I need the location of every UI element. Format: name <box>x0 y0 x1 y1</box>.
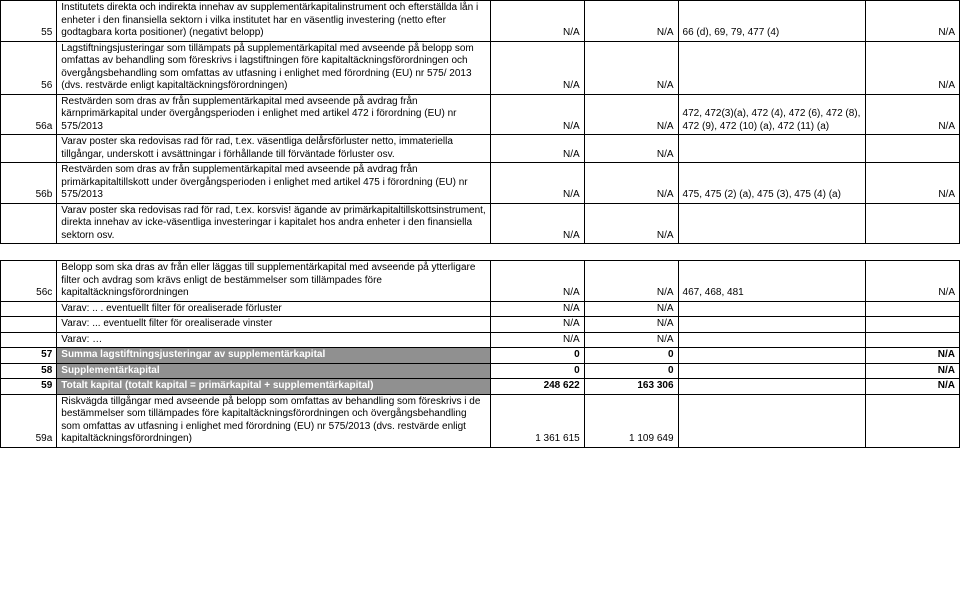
cell-c6 <box>866 203 960 244</box>
cell-c4: N/A <box>584 94 678 135</box>
cell-c5 <box>678 301 866 317</box>
cell-desc: Varav poster ska redovisas rad för rad, … <box>57 135 491 163</box>
cell-c5: 475, 475 (2) (a), 475 (3), 475 (4) (a) <box>678 163 866 204</box>
cell-c4: N/A <box>584 203 678 244</box>
cell-c3: N/A <box>490 135 584 163</box>
table-row: 56bRestvärden som dras av från supplemen… <box>1 163 960 204</box>
cell-desc: Institutets direkta och indirekta inneha… <box>57 1 491 42</box>
cell-id: 59a <box>1 394 57 447</box>
cell-c3: 0 <box>490 348 584 364</box>
table-row: 56cBelopp som ska dras av från eller läg… <box>1 261 960 302</box>
cell-c6 <box>866 394 960 447</box>
cell-desc: Varav: … <box>57 332 491 348</box>
cell-c5 <box>678 317 866 333</box>
cell-c6: N/A <box>866 379 960 395</box>
cell-desc: Riskvägda tillgångar med avseende på bel… <box>57 394 491 447</box>
cell-id <box>1 332 57 348</box>
cell-id <box>1 301 57 317</box>
cell-c5 <box>678 332 866 348</box>
table-row: 59Totalt kapital (totalt kapital = primä… <box>1 379 960 395</box>
cell-c4: N/A <box>584 1 678 42</box>
table-row: 56Lagstiftningsjusteringar som tillämpat… <box>1 41 960 94</box>
cell-id: 56b <box>1 163 57 204</box>
cell-c3: N/A <box>490 1 584 42</box>
cell-c6 <box>866 332 960 348</box>
cell-id <box>1 317 57 333</box>
cell-c4: 0 <box>584 363 678 379</box>
cell-id: 58 <box>1 363 57 379</box>
cell-c4: N/A <box>584 261 678 302</box>
cell-c5 <box>678 379 866 395</box>
cell-c5 <box>678 41 866 94</box>
cell-c4: 1 109 649 <box>584 394 678 447</box>
table-row: Varav: .. . eventuellt filter för oreali… <box>1 301 960 317</box>
cell-c5 <box>678 203 866 244</box>
cell-desc: Varav: .. . eventuellt filter för oreali… <box>57 301 491 317</box>
cell-c3: 248 622 <box>490 379 584 395</box>
table-row: 57Summa lagstiftningsjusteringar av supp… <box>1 348 960 364</box>
cell-c4: N/A <box>584 135 678 163</box>
cell-c6 <box>866 301 960 317</box>
cell-desc: Summa lagstiftningsjusteringar av supple… <box>57 348 491 364</box>
table-row: Varav poster ska redovisas rad för rad, … <box>1 135 960 163</box>
cell-c3: N/A <box>490 332 584 348</box>
cell-c3: 0 <box>490 363 584 379</box>
cell-c5 <box>678 135 866 163</box>
cell-c6: N/A <box>866 41 960 94</box>
cell-c3: N/A <box>490 301 584 317</box>
cell-id: 55 <box>1 1 57 42</box>
table-row: Varav: ... eventuellt filter för orealis… <box>1 317 960 333</box>
cell-c4: N/A <box>584 317 678 333</box>
cell-c6: N/A <box>866 363 960 379</box>
cell-c4: 163 306 <box>584 379 678 395</box>
cell-c5: 472, 472(3)(a), 472 (4), 472 (6), 472 (8… <box>678 94 866 135</box>
cell-desc: Totalt kapital (totalt kapital = primärk… <box>57 379 491 395</box>
cell-desc: Varav: ... eventuellt filter för orealis… <box>57 317 491 333</box>
cell-c3: N/A <box>490 203 584 244</box>
table-row: Varav poster ska redovisas rad för rad, … <box>1 203 960 244</box>
cell-c3: N/A <box>490 94 584 135</box>
cell-c6: N/A <box>866 348 960 364</box>
cell-c6 <box>866 135 960 163</box>
cell-c6: N/A <box>866 1 960 42</box>
cell-desc: Varav poster ska redovisas rad för rad, … <box>57 203 491 244</box>
cell-c5 <box>678 363 866 379</box>
cell-c5: 66 (d), 69, 79, 477 (4) <box>678 1 866 42</box>
cell-c3: 1 361 615 <box>490 394 584 447</box>
table-row: 55Institutets direkta och indirekta inne… <box>1 1 960 42</box>
cell-c6: N/A <box>866 163 960 204</box>
cell-id: 59 <box>1 379 57 395</box>
cell-c3: N/A <box>490 163 584 204</box>
cell-c5 <box>678 394 866 447</box>
cell-id: 56c <box>1 261 57 302</box>
cell-c4: N/A <box>584 332 678 348</box>
cell-c4: N/A <box>584 41 678 94</box>
table-row: 56aRestvärden som dras av från supplemen… <box>1 94 960 135</box>
cell-c4: N/A <box>584 301 678 317</box>
cell-c6 <box>866 317 960 333</box>
cell-c6: N/A <box>866 261 960 302</box>
cell-id <box>1 135 57 163</box>
cell-desc: Restvärden som dras av från supplementär… <box>57 94 491 135</box>
cell-c4: 0 <box>584 348 678 364</box>
table-row: Varav: …N/AN/A <box>1 332 960 348</box>
cell-c3: N/A <box>490 261 584 302</box>
table-row: 58Supplementärkapital00N/A <box>1 363 960 379</box>
cell-id <box>1 203 57 244</box>
cell-c5: 467, 468, 481 <box>678 261 866 302</box>
cell-desc: Lagstiftningsjusteringar som tillämpats … <box>57 41 491 94</box>
cell-id: 57 <box>1 348 57 364</box>
cell-c3: N/A <box>490 317 584 333</box>
cell-desc: Supplementärkapital <box>57 363 491 379</box>
cell-c5 <box>678 348 866 364</box>
regulatory-table: 55Institutets direkta och indirekta inne… <box>0 0 960 448</box>
cell-c4: N/A <box>584 163 678 204</box>
cell-id: 56a <box>1 94 57 135</box>
cell-c3: N/A <box>490 41 584 94</box>
cell-desc: Belopp som ska dras av från eller läggas… <box>57 261 491 302</box>
cell-c6: N/A <box>866 94 960 135</box>
cell-desc: Restvärden som dras av från supplementär… <box>57 163 491 204</box>
cell-id: 56 <box>1 41 57 94</box>
table-row: 59aRiskvägda tillgångar med avseende på … <box>1 394 960 447</box>
